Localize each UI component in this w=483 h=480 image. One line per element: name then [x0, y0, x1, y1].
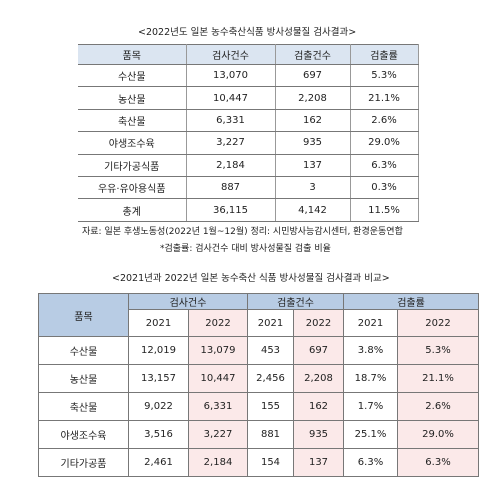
- cell: 6,331: [188, 392, 248, 421]
- cell: 10,447: [186, 86, 276, 110]
- cell: 6.3%: [396, 448, 480, 477]
- table-title: <2021년과 2022년 일본 농수축산 식품 방사성물질 검사결과 비교>: [112, 273, 390, 284]
- cell: 6.3%: [343, 448, 398, 477]
- cell: 18.7%: [343, 364, 398, 393]
- cell: 11.5%: [350, 198, 419, 222]
- comparison-table: 품목 검사건수 검출건수 검출률 2021 2022 2021 2022 2021 2022 수산물…: [38, 293, 480, 477]
- header-cell: 검출건수: [247, 293, 344, 310]
- cell: 3: [275, 175, 351, 200]
- cell: 2,461: [128, 448, 189, 477]
- item-cell: 축산물: [38, 392, 129, 421]
- cell: 4,142: [275, 198, 351, 222]
- cell: 21.1%: [350, 86, 419, 110]
- year-cell: 2021: [128, 309, 189, 337]
- item-cell: 우유·유아용식품: [78, 175, 187, 200]
- cell: 29.0%: [350, 131, 419, 155]
- cell: 10,447: [188, 364, 248, 393]
- header-cell: 검출건수: [275, 44, 351, 65]
- cell: 13,157: [128, 364, 189, 393]
- table-row: 우유·유아용식품 887 3 0.3%: [78, 175, 419, 200]
- table-row: 축산물 6,331 162 2.6%: [78, 108, 419, 133]
- cell: 5.3%: [350, 63, 419, 88]
- year-cell: 2021: [247, 309, 294, 337]
- cell: 2,184: [188, 448, 248, 477]
- year-row: 2021 2022 2021 2022 2021 2022: [39, 309, 480, 337]
- item-cell: 수산물: [38, 336, 129, 365]
- cell: 453: [247, 336, 294, 365]
- footnote: *검출률: 검사건수 대비 방사성물질 검출 비율: [160, 244, 331, 254]
- cell: 137: [293, 448, 344, 477]
- header-cell: 검출률: [342, 293, 480, 310]
- cell: 3.8%: [343, 336, 398, 365]
- cell: 2,456: [247, 364, 294, 393]
- table-row: 수산물 13,070 697 5.3%: [78, 63, 419, 88]
- item-cell: 농산물: [78, 86, 187, 110]
- cell: 154: [247, 448, 294, 477]
- cell: 155: [247, 392, 294, 421]
- cell: 25.1%: [343, 420, 398, 449]
- year-cell: 2022: [188, 309, 248, 337]
- year-cell: 2022: [396, 309, 480, 337]
- cell: 1.7%: [343, 392, 398, 421]
- item-cell: 축산물: [78, 108, 187, 133]
- cell: 935: [275, 131, 351, 155]
- item-cell: 총계: [78, 198, 187, 222]
- header-cell: 검출률: [350, 44, 419, 65]
- cell: 935: [293, 420, 344, 449]
- header-row: 품목 검사건수 검출건수 검출률: [38, 293, 480, 337]
- cell: 697: [275, 63, 351, 88]
- cell: 3,516: [128, 420, 189, 449]
- item-cell: 수산물: [78, 63, 187, 88]
- year-cell: 2021: [343, 309, 398, 337]
- item-cell: 기타가공식품: [78, 153, 187, 177]
- cell: 13,070: [186, 63, 276, 88]
- table-row: 총계 36,115 4,142 11.5%: [78, 198, 419, 222]
- header-cell: 검사건수: [186, 44, 276, 65]
- table-row: 야생조수육 3,516 3,227 881 935 25.1% 29.0%: [38, 420, 480, 449]
- cell: 12,019: [128, 336, 189, 365]
- cell: 2,208: [293, 364, 344, 393]
- cell: 2,184: [186, 153, 276, 177]
- cell: 21.1%: [396, 364, 480, 393]
- header-cell: 검사건수: [128, 293, 248, 310]
- cell: 887: [186, 175, 276, 200]
- cell: 29.0%: [396, 420, 480, 449]
- cell: 881: [247, 420, 294, 449]
- cell: 6.3%: [350, 153, 419, 177]
- header-cell: 품목: [38, 293, 129, 337]
- results-table: 품목 검사건수 검출건수 검출률 수산물 13,070 697 5.3% 농산물 10,447 2,…: [78, 44, 419, 222]
- cell: 137: [275, 153, 351, 177]
- item-cell: 야생조수육: [78, 131, 187, 155]
- table-row: 기타가공식품 2,184 137 6.3%: [78, 153, 419, 177]
- cell: 6,331: [186, 108, 276, 133]
- cell: 162: [275, 108, 351, 133]
- cell: 697: [293, 336, 344, 365]
- item-cell: 농산물: [38, 364, 129, 393]
- table-row: 농산물 10,447 2,208 21.1%: [78, 86, 419, 110]
- cell: 36,115: [186, 198, 276, 222]
- cell: 13,079: [188, 336, 248, 365]
- source-note: 자료: 일본 후생노동성(2022년 1월~12월) 정리: 시민방사능감시센터…: [82, 227, 403, 237]
- table-title: <2022년도 일본 농수축산식품 방사성물질 검사결과>: [138, 27, 357, 38]
- year-cell: 2022: [293, 309, 344, 337]
- cell: 3,227: [188, 420, 248, 449]
- table-row: 야생조수육 3,227 935 29.0%: [78, 131, 419, 155]
- cell: 9,022: [128, 392, 189, 421]
- cell: 2.6%: [396, 392, 480, 421]
- cell: 0.3%: [350, 175, 419, 200]
- cell: 3,227: [186, 131, 276, 155]
- table-row: 수산물 12,019 13,079 453 697 3.8% 5.3%: [38, 336, 480, 365]
- item-cell: 기타가공품: [38, 448, 129, 477]
- item-cell: 야생조수육: [38, 420, 129, 449]
- cell: 2.6%: [350, 108, 419, 133]
- table-row: 기타가공품 2,461 2,184 154 137 6.3% 6.3%: [38, 448, 480, 477]
- table-row: 축산물 9,022 6,331 155 162 1.7% 2.6%: [38, 392, 480, 421]
- cell: 2,208: [275, 86, 351, 110]
- header-cell: 품목: [78, 44, 187, 65]
- cell: 5.3%: [396, 336, 480, 365]
- header-row: 품목 검사건수 검출건수 검출률: [78, 44, 419, 65]
- cell: 162: [293, 392, 344, 421]
- table-row: 농산물 13,157 10,447 2,456 2,208 18.7% 21.1%: [38, 364, 480, 393]
